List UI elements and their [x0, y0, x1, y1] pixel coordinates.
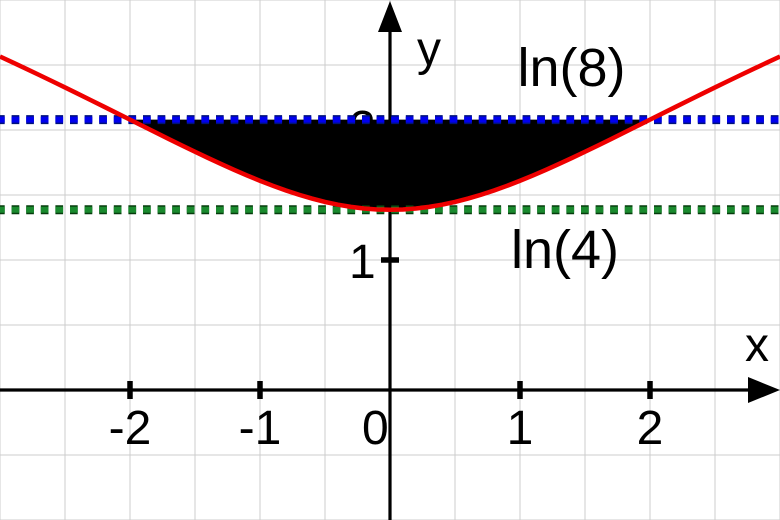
svg-text:-1: -1: [239, 402, 282, 455]
svg-text:x: x: [745, 319, 769, 372]
svg-text:1: 1: [507, 402, 534, 455]
svg-text:0: 0: [362, 402, 389, 455]
svg-text:y: y: [417, 23, 441, 76]
svg-text:ln(8): ln(8): [518, 38, 626, 98]
svg-text:1: 1: [349, 236, 376, 289]
svg-text:2: 2: [637, 402, 664, 455]
svg-text:ln(4): ln(4): [511, 220, 619, 280]
svg-text:-2: -2: [109, 402, 152, 455]
